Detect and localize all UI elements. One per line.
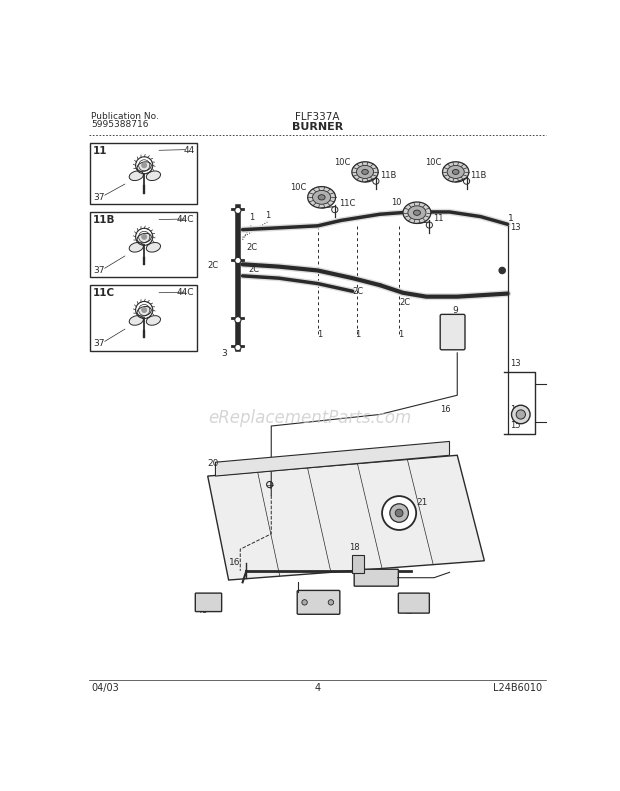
- Text: 2C: 2C: [208, 261, 219, 271]
- Circle shape: [235, 344, 241, 350]
- Text: 3: 3: [221, 349, 227, 358]
- Circle shape: [328, 600, 334, 605]
- Ellipse shape: [129, 316, 143, 325]
- FancyBboxPatch shape: [195, 593, 222, 611]
- Text: 10: 10: [391, 199, 402, 207]
- Text: 11: 11: [433, 214, 444, 223]
- Text: 1: 1: [249, 214, 254, 222]
- Ellipse shape: [447, 165, 464, 179]
- Ellipse shape: [408, 206, 426, 220]
- Text: 1: 1: [398, 331, 403, 339]
- Ellipse shape: [146, 243, 161, 252]
- Text: 1: 1: [265, 211, 270, 220]
- Text: 11B: 11B: [93, 215, 115, 225]
- Polygon shape: [208, 456, 484, 580]
- Circle shape: [141, 308, 147, 312]
- Circle shape: [141, 163, 147, 168]
- Text: 16: 16: [440, 405, 451, 414]
- Text: 13: 13: [510, 359, 521, 368]
- Ellipse shape: [137, 233, 151, 243]
- Text: 13: 13: [510, 223, 521, 232]
- Text: 44C: 44C: [177, 288, 195, 297]
- Text: 37: 37: [93, 193, 105, 202]
- Ellipse shape: [318, 195, 325, 200]
- Text: 2C: 2C: [399, 298, 410, 307]
- Text: 11: 11: [93, 146, 107, 156]
- Ellipse shape: [129, 243, 143, 252]
- Text: 44: 44: [184, 146, 195, 155]
- Text: 2C: 2C: [248, 265, 259, 274]
- Ellipse shape: [443, 162, 469, 182]
- Ellipse shape: [453, 169, 459, 174]
- Text: 14: 14: [510, 405, 520, 414]
- Text: 16: 16: [229, 558, 241, 566]
- Text: 18: 18: [348, 543, 360, 552]
- FancyBboxPatch shape: [354, 570, 399, 586]
- FancyBboxPatch shape: [352, 555, 364, 573]
- Text: 04/03: 04/03: [92, 683, 119, 693]
- Bar: [90, 285, 197, 350]
- Text: 11B: 11B: [379, 171, 396, 180]
- Text: 10C: 10C: [425, 157, 441, 167]
- Ellipse shape: [146, 316, 161, 325]
- Text: 44C: 44C: [177, 215, 195, 224]
- Text: 1: 1: [355, 331, 361, 339]
- Text: 1: 1: [508, 214, 513, 222]
- Bar: [90, 142, 197, 204]
- Ellipse shape: [137, 306, 151, 316]
- Text: 11C: 11C: [93, 288, 115, 298]
- Text: 4: 4: [315, 683, 321, 693]
- Circle shape: [235, 316, 241, 323]
- Ellipse shape: [414, 210, 420, 215]
- Circle shape: [235, 207, 241, 214]
- Text: 5995388716: 5995388716: [92, 120, 149, 130]
- Bar: [90, 212, 197, 278]
- Text: 1: 1: [317, 331, 322, 339]
- Text: 15: 15: [510, 421, 520, 430]
- Ellipse shape: [352, 162, 378, 182]
- Ellipse shape: [137, 162, 151, 172]
- Text: 9: 9: [452, 306, 458, 315]
- Ellipse shape: [146, 171, 161, 180]
- FancyBboxPatch shape: [440, 314, 465, 350]
- Circle shape: [396, 509, 403, 517]
- Ellipse shape: [129, 171, 143, 180]
- Text: 19: 19: [370, 579, 381, 589]
- Text: 21: 21: [416, 498, 428, 507]
- Text: L24B6010: L24B6010: [494, 683, 542, 693]
- Circle shape: [302, 600, 308, 605]
- Text: Publication No.: Publication No.: [92, 112, 159, 121]
- Ellipse shape: [403, 202, 431, 224]
- FancyBboxPatch shape: [399, 593, 429, 613]
- Text: 37: 37: [93, 266, 105, 275]
- Text: 10C: 10C: [290, 183, 306, 192]
- Text: BURNER: BURNER: [292, 122, 343, 132]
- Text: 11B: 11B: [471, 171, 487, 180]
- Text: 17: 17: [308, 607, 320, 617]
- Text: 2C: 2C: [353, 286, 364, 296]
- Circle shape: [499, 267, 505, 274]
- Circle shape: [235, 257, 241, 263]
- Text: 11C: 11C: [339, 199, 355, 208]
- Circle shape: [516, 410, 525, 419]
- Circle shape: [382, 496, 416, 530]
- Text: eReplacementParts.com: eReplacementParts.com: [208, 409, 412, 427]
- Text: 49: 49: [403, 607, 414, 616]
- Text: 20: 20: [208, 459, 219, 468]
- Text: 2C: 2C: [247, 244, 257, 252]
- Ellipse shape: [356, 165, 374, 179]
- Ellipse shape: [361, 169, 368, 174]
- Circle shape: [512, 405, 530, 424]
- Polygon shape: [216, 441, 450, 476]
- Text: 37: 37: [93, 339, 105, 348]
- Ellipse shape: [308, 187, 335, 208]
- Text: 10C: 10C: [334, 157, 350, 167]
- Text: 48: 48: [196, 606, 208, 615]
- Circle shape: [141, 234, 147, 240]
- FancyBboxPatch shape: [297, 590, 340, 615]
- Ellipse shape: [312, 191, 330, 204]
- Circle shape: [390, 504, 409, 522]
- Text: FLF337A: FLF337A: [296, 112, 340, 122]
